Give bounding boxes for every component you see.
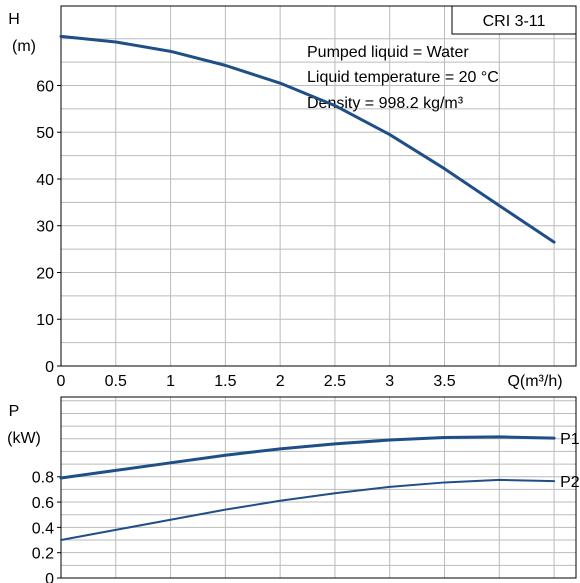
flow-axis-label: Q(m³/h) bbox=[507, 373, 562, 390]
flow-x-tick-label: 1.5 bbox=[214, 373, 236, 390]
flow-x-tick-label: 0 bbox=[57, 373, 66, 390]
power-y-tick-label: 0.6 bbox=[32, 495, 54, 512]
flow-x-tick-label: 3 bbox=[385, 373, 394, 390]
power-curve-label-p1: P1 bbox=[560, 431, 580, 448]
power-y-tick-label: 0.4 bbox=[32, 520, 54, 537]
pump-model-title: CRI 3-11 bbox=[483, 13, 546, 30]
flow-axis-labels: 0 0.5 1 1.5 2 2.5 3 3.5 Q(m³/h) bbox=[57, 373, 563, 390]
head-y-tick-label: 60 bbox=[36, 78, 54, 95]
power-y-tick-label: 0.8 bbox=[32, 470, 54, 487]
flow-x-tick-label: 3.5 bbox=[433, 373, 455, 390]
head-y-tick-label: 40 bbox=[36, 172, 54, 189]
head-axis-unit: (m) bbox=[12, 38, 36, 55]
pump-model-group: CRI 3-11 bbox=[451, 5, 577, 35]
power-axis-symbol: P bbox=[9, 403, 20, 420]
head-frame bbox=[60, 5, 577, 367]
flow-x-tick-label: 2 bbox=[276, 373, 285, 390]
head-axis-labels: H (m) 0 10 20 30 40 50 60 bbox=[8, 11, 54, 376]
head-axis-symbol: H bbox=[8, 11, 20, 28]
head-y-tick-label: 20 bbox=[36, 265, 54, 282]
power-axis-unit: (kW) bbox=[7, 430, 41, 447]
liquid-info-group: Pumped liquid = Water Liquid temperature… bbox=[307, 44, 499, 112]
power-curve-p2 bbox=[60, 478, 556, 542]
head-y-tick-label: 50 bbox=[36, 125, 54, 142]
flow-x-tick-label: 0.5 bbox=[105, 373, 127, 390]
annotation-liquid-temperature: Liquid temperature = 20 °C bbox=[307, 69, 499, 86]
curves-layer: P1 P2 bbox=[59, 34, 580, 542]
power-y-tick-label: 0.2 bbox=[32, 546, 54, 563]
annotation-pumped-liquid: Pumped liquid = Water bbox=[307, 44, 469, 61]
annotation-density: Density = 998.2 kg/m³ bbox=[307, 95, 464, 112]
flow-x-tick-label: 1 bbox=[166, 373, 175, 390]
power-curve-p1 bbox=[59, 435, 556, 480]
head-plot-frame bbox=[57, 5, 577, 367]
head-y-tick-label: 0 bbox=[45, 359, 54, 376]
head-curve bbox=[59, 34, 556, 244]
pump-model-box bbox=[451, 5, 577, 35]
power-plot-frame bbox=[57, 396, 577, 579]
head-y-tick-label: 10 bbox=[36, 312, 54, 329]
head-grid bbox=[60, 6, 576, 367]
flow-x-tick-label: 2.5 bbox=[324, 373, 346, 390]
power-frame bbox=[60, 396, 577, 579]
power-axis-labels: P (kW) 0 0.2 0.4 0.6 0.8 bbox=[7, 403, 54, 583]
power-curve-label-p2: P2 bbox=[560, 474, 580, 491]
head-y-tick-label: 30 bbox=[36, 219, 54, 236]
power-grid bbox=[60, 397, 576, 579]
power-y-tick-label: 0 bbox=[45, 571, 54, 583]
